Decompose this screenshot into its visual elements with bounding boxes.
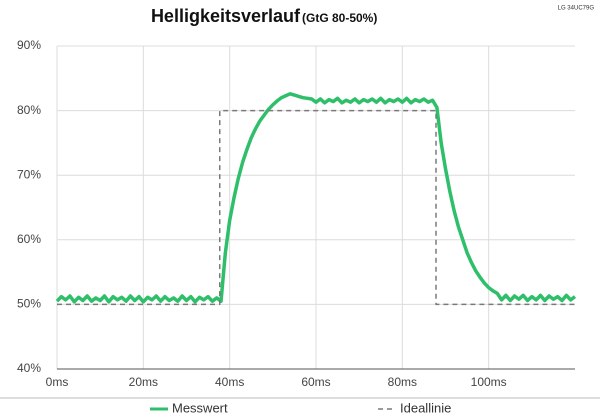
y-tick-label: 90% [17,38,41,52]
measured-line [55,92,577,304]
x-tick-label: 0ms [46,375,69,389]
annotation: LG 34UC79G [558,6,595,12]
y-tick-label: 40% [17,361,41,375]
y-tick-label: 60% [17,232,41,246]
x-tick-label: 100ms [471,375,507,389]
y-tick-label: 50% [17,297,41,311]
y-tick-label: 70% [17,167,41,181]
legend-label: Ideallinie [400,400,451,415]
chart-subtitle: (GtG 80-50%) [302,11,377,25]
y-tick-label: 80% [17,103,41,117]
legend-label: Messwert [172,400,228,415]
x-tick-label: 40ms [215,375,244,389]
ideal-line [57,109,575,306]
chart-title: Helligkeitsverlauf [151,6,301,26]
x-tick-label: 60ms [301,375,330,389]
x-tick-label: 80ms [388,375,417,389]
x-tick-label: 20ms [129,375,158,389]
